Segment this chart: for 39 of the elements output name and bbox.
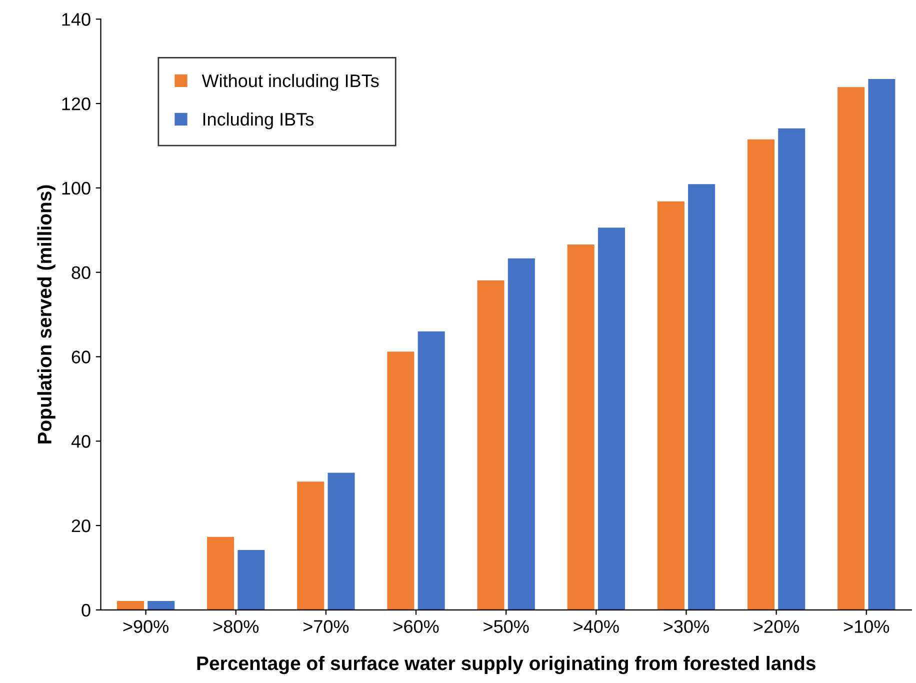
- x-tick-label: >10%: [844, 620, 890, 633]
- bar: [838, 87, 865, 610]
- y-axis-title: Population served (millions): [37, 185, 56, 444]
- bar: [238, 550, 265, 610]
- y-tick-label: 100: [62, 182, 90, 195]
- x-tick-label: >30%: [664, 620, 709, 633]
- bar: [477, 280, 504, 610]
- bar: [148, 601, 175, 610]
- bar: [688, 184, 716, 610]
- x-tick-label: >50%: [484, 620, 529, 633]
- x-tick-label: >80%: [213, 620, 259, 633]
- bar: [328, 472, 355, 610]
- y-tick-label: 0: [82, 604, 90, 617]
- y-tick-label: 60: [72, 350, 90, 364]
- bar: [657, 201, 684, 610]
- bar: [778, 128, 806, 610]
- y-tick-label: 120: [62, 97, 90, 110]
- legend-label: Including IBTs: [203, 112, 314, 130]
- bar: [116, 601, 144, 610]
- x-tick-label: >90%: [123, 620, 168, 633]
- bar: [297, 482, 324, 610]
- legend-label: Without including IBTs: [202, 74, 379, 91]
- bar: [418, 331, 445, 610]
- x-tick-label: >70%: [303, 620, 349, 633]
- x-tick-label: >60%: [394, 620, 439, 633]
- x-tick-label: >40%: [574, 620, 619, 633]
- bar: [567, 244, 594, 610]
- y-tick-label: 140: [62, 13, 90, 26]
- bar: [207, 536, 234, 610]
- bar: [868, 79, 896, 610]
- y-tick-label: 20: [72, 519, 90, 532]
- y-tick-label: 80: [72, 266, 90, 280]
- y-tick-label: 40: [71, 435, 90, 448]
- x-tick-label: >20%: [754, 620, 800, 633]
- bar: [387, 352, 414, 610]
- x-axis-title: Percentage of surface water supply originating from forested lands: [197, 656, 816, 674]
- bar: [508, 258, 535, 610]
- bar: [598, 228, 625, 610]
- bar: [747, 139, 775, 610]
